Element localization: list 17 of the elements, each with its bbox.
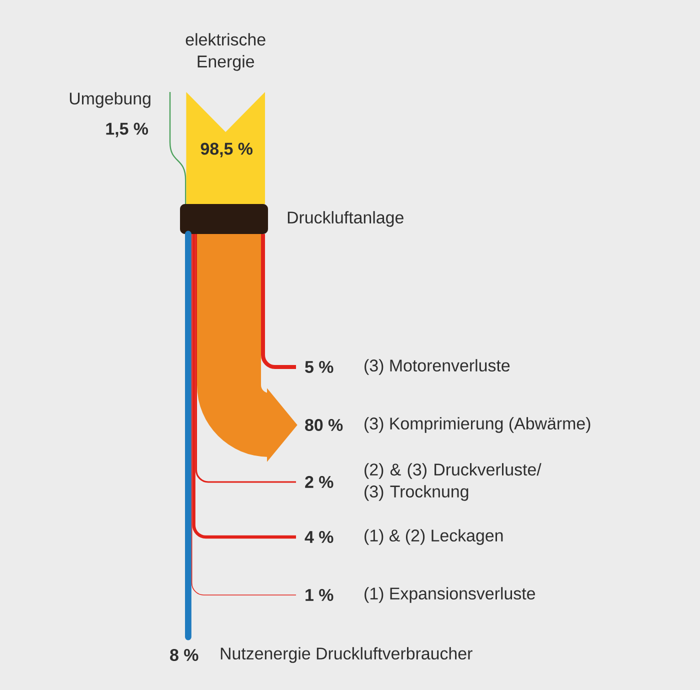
- data-label: 8 %: [170, 649, 198, 661]
- data-label: 2 %: [305, 476, 334, 488]
- data-label: 1,5 %: [106, 122, 148, 138]
- category-label: elektrische Energie: [186, 33, 266, 71]
- category-label: Umgebung: [70, 92, 150, 108]
- category-label: (1) Expansionsverluste: [364, 587, 536, 603]
- data-label: 80 %: [305, 419, 343, 431]
- data-label: 5 %: [305, 361, 334, 373]
- category-label: Nutzenergie Druckluftverbraucher: [220, 647, 472, 663]
- category-label: (2) & (3) Druckverluste/ (3) Trocknung: [364, 463, 542, 501]
- data-label: 4 %: [304, 531, 334, 543]
- category-label: (3) Motorenverluste: [364, 359, 510, 375]
- category-label: (3) Komprimierung (Abwärme): [364, 417, 590, 433]
- data-label: 1 %: [306, 589, 334, 601]
- text: Druckluftanlage: [288, 211, 404, 227]
- data-label: 98,5 %: [200, 142, 252, 158]
- category-label: (1) & (2) Leckagen: [364, 529, 503, 545]
